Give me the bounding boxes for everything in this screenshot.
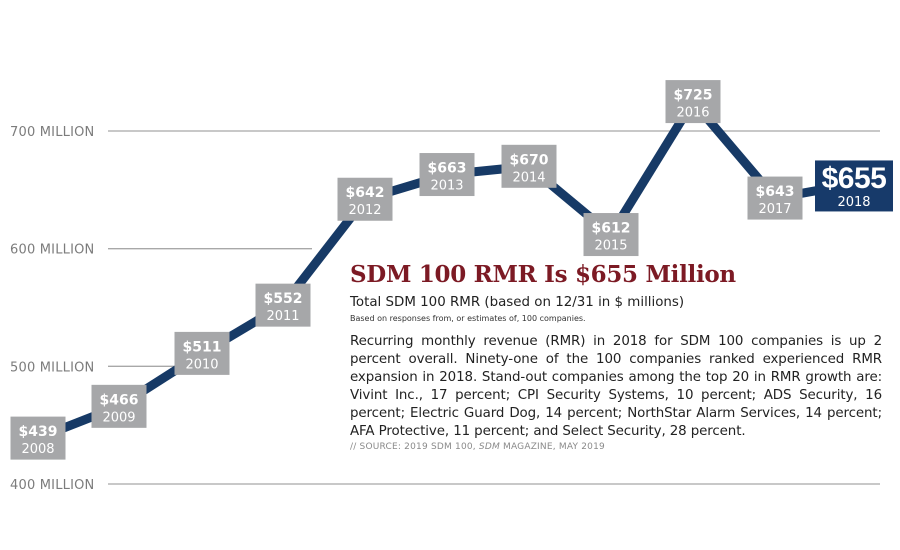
chart-subtitle: Total SDM 100 RMR (based on 12/31 in $ m… (350, 295, 685, 310)
data-label-value: $552 (264, 291, 303, 307)
y-tick-label: 400 MILLION (10, 478, 94, 493)
y-tick-label: 500 MILLION (10, 360, 94, 375)
data-label-year: 2008 (21, 442, 54, 457)
data-label-value: $643 (756, 184, 795, 200)
data-label-boxes: $439 2008 $466 2009 $511 2010 $552 2011 $642 2012… (10, 80, 893, 460)
chart-title: SDM 100 RMR Is $655 Million (350, 261, 736, 288)
chart-note: Based on responses from, or estimates of… (350, 314, 586, 323)
data-label-value: $439 (19, 424, 58, 440)
data-label-year: 2016 (676, 106, 709, 121)
label-box (501, 144, 557, 188)
y-tick-label: 600 MILLION (10, 243, 94, 258)
label-box (583, 213, 639, 257)
label-box (419, 153, 475, 197)
data-label-year: 2013 (430, 179, 463, 194)
data-label-year: 2014 (512, 170, 545, 185)
data-label-value: $511 (183, 339, 222, 355)
data-label-year: 2018 (837, 195, 870, 210)
label-box (255, 283, 311, 327)
data-point-2010: $511 2010 (174, 331, 230, 375)
annotation-block: SDM 100 RMR Is $655 Million Total SDM 10… (350, 261, 882, 452)
highlight-box (815, 160, 893, 212)
gridlines (108, 130, 880, 485)
data-point-2013: $663 2013 (419, 153, 475, 197)
data-label-year: 2015 (594, 239, 627, 254)
label-box (174, 331, 230, 375)
data-label-value: $466 (100, 392, 139, 408)
data-point-2011: $552 2011 (255, 283, 311, 327)
source-publication: SDM (478, 442, 500, 452)
data-label-year: 2012 (348, 203, 381, 218)
data-point-2008: $439 2008 (10, 416, 66, 460)
label-box (665, 80, 721, 124)
data-label-year: 2011 (266, 309, 299, 324)
data-label-year: 2017 (758, 202, 791, 217)
data-point-2016: $725 2016 (665, 80, 721, 124)
description-paragraph: Recurring monthly revenue (RMR) in 2018 … (350, 334, 882, 439)
data-point-2017: $643 2017 (747, 176, 803, 220)
source-prefix: // SOURCE: 2019 SDM 100, (350, 442, 479, 452)
data-label-value: $655 (822, 162, 887, 195)
label-box (10, 416, 66, 460)
data-label-value: $670 (510, 152, 549, 168)
data-point-2009: $466 2009 (91, 384, 147, 428)
data-label-value: $663 (428, 161, 467, 177)
data-label-year: 2009 (102, 410, 135, 425)
data-point-2015: $612 2015 (583, 213, 639, 257)
data-label-value: $642 (346, 185, 385, 201)
source-suffix: MAGAZINE, MAY 2019 (499, 442, 605, 452)
label-box (91, 384, 147, 428)
label-box (337, 177, 393, 221)
y-axis-labels: 700 MILLION 600 MILLION 500 MILLION 400 MIL… (10, 125, 94, 493)
data-label-value: $725 (674, 88, 713, 104)
data-label-value: $612 (592, 221, 631, 237)
source-line: // SOURCE: 2019 SDM 100, SDM MAGAZINE, M… (350, 442, 882, 452)
y-tick-label: 700 MILLION (10, 125, 94, 140)
data-point-2012: $642 2012 (337, 177, 393, 221)
data-point-2014: $670 2014 (501, 144, 557, 188)
label-box (747, 176, 803, 220)
data-label-year: 2010 (185, 357, 218, 372)
line-segment-2015-2016 (607, 99, 697, 237)
